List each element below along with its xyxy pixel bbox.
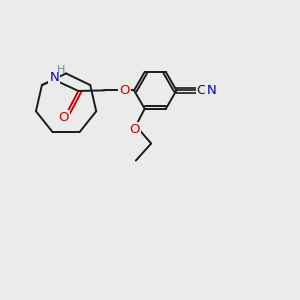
Text: N: N [50, 71, 59, 84]
Text: O: O [129, 123, 140, 136]
Text: O: O [58, 111, 69, 124]
Text: O: O [119, 84, 130, 97]
Text: C: C [196, 84, 206, 97]
Text: H: H [57, 65, 65, 75]
Text: N: N [206, 84, 216, 97]
